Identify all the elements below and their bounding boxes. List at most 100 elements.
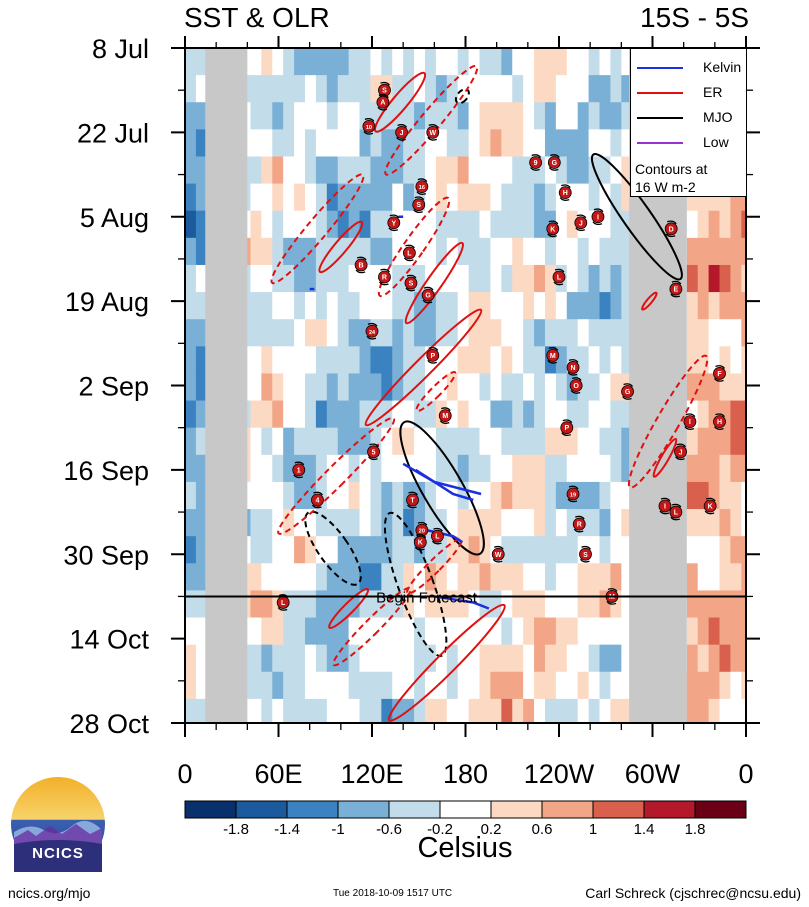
heatmap-cell: [599, 509, 611, 537]
colorbar: -1.8 -1.4 -1 -0.6 -0.2 0.2 0.6 1 1.4 1.8: [184, 800, 747, 838]
heatmap-cell: [468, 183, 481, 212]
cyclone-label: H: [563, 190, 568, 197]
cyclone-arm: [606, 588, 618, 605]
heatmap-cell: [577, 156, 590, 185]
heatmap-cell: [501, 536, 513, 564]
heatmap-cell: [414, 671, 426, 700]
heatmap-cell: [392, 400, 404, 429]
heatmap-cell: [479, 536, 491, 564]
heatmap-cell: [479, 427, 491, 456]
heatmap-cell: [555, 644, 568, 673]
heatmap-cell: [512, 509, 524, 537]
cyclone-label: 24: [369, 330, 376, 336]
heatmap-cell: [588, 427, 601, 456]
heatmap-cell: [468, 427, 481, 456]
footer-author[interactable]: Carl Schreck (cjschrec@ncsu.edu): [585, 885, 801, 901]
heatmap-cell: [534, 400, 546, 429]
tropical-cyclone-marker: 10: [362, 118, 376, 135]
heatmap-cell: [261, 183, 273, 212]
heatmap-cell: [283, 400, 295, 429]
heatmap-cell: [523, 644, 535, 673]
heatmap-cell: [348, 129, 361, 157]
heatmap-cell: [272, 237, 284, 266]
heatmap-cell: [534, 590, 546, 619]
cyclone-arm: [427, 124, 439, 141]
heatmap-cell: [566, 237, 579, 266]
heatmap-cell: [414, 400, 426, 429]
heatmap-cell: [315, 292, 328, 320]
heatmap-cell: [730, 590, 742, 619]
cyclone-arm: [396, 124, 408, 141]
heatmap-cell: [512, 346, 524, 374]
tropical-cyclone-marker: Y: [387, 214, 401, 232]
heatmap-cell: [403, 292, 415, 320]
heatmap-cell: [599, 671, 611, 700]
cyclone-dot: [572, 517, 586, 531]
heatmap-cell: [261, 509, 273, 537]
heatmap-cell: [195, 48, 208, 76]
cyclone-label: N: [570, 365, 575, 372]
heatmap-cell: [697, 400, 710, 429]
heatmap-cell: [479, 346, 491, 374]
heatmap-cell: [315, 671, 328, 700]
heatmap-cell: [457, 644, 470, 673]
heatmap-cell: [599, 319, 611, 347]
heatmap-cell: [523, 400, 535, 429]
cyclone-arm: [293, 461, 305, 479]
heatmap-cell: [424, 590, 437, 619]
heatmap-cell: [272, 698, 284, 723]
tropical-cyclone-marker: H: [713, 413, 726, 430]
heatmap-cell: [468, 210, 481, 239]
legend-item-low: Low: [635, 132, 745, 154]
heatmap-cell: [326, 536, 339, 564]
heatmap-cell: [566, 590, 579, 619]
heatmap-cell: [468, 644, 481, 673]
heatmap-cell: [381, 698, 393, 723]
heatmap-cell: [272, 671, 284, 700]
cyclone-arm: [368, 443, 380, 461]
footer-website[interactable]: ncics.org/mjo: [8, 885, 91, 901]
cyclone-arm: [684, 413, 696, 430]
heatmap-cell: [294, 617, 306, 646]
tropical-cyclone-marker: S: [579, 545, 592, 563]
heatmap-cell: [414, 210, 426, 239]
heatmap-cell: [599, 454, 611, 483]
heatmap-cell: [566, 617, 579, 646]
heatmap-cell: [348, 481, 361, 510]
tropical-cyclone-marker: O: [569, 377, 583, 394]
heatmap-cell: [272, 48, 284, 76]
heatmap-cell: [435, 563, 448, 591]
heatmap-cell: [446, 481, 459, 510]
heatmap-cell: [435, 644, 448, 673]
heatmap-cell: [708, 264, 721, 293]
cyclone-label: J: [400, 130, 404, 137]
heatmap-cell: [610, 481, 622, 510]
cyclone-label: 5: [372, 449, 376, 456]
heatmap-cell: [435, 129, 448, 157]
cyclone-dot: [406, 493, 419, 507]
cyclone-dot: [560, 421, 574, 435]
heatmap-cell: [195, 210, 208, 239]
heatmap-cell: [359, 264, 371, 293]
y-tick-label: 28 Oct: [69, 709, 149, 739]
heatmap-cell: [414, 48, 426, 76]
heatmap-cell: [577, 319, 590, 347]
heatmap-cell: [708, 454, 721, 483]
heatmap-cell: [588, 698, 601, 723]
heatmap-cell: [544, 292, 557, 320]
heatmap-cell: [370, 129, 382, 157]
heatmap-cell: [370, 183, 382, 212]
er-contour: [364, 308, 483, 427]
heatmap-cell: [588, 454, 601, 483]
heatmap-cell: [315, 264, 328, 293]
heatmap-cell: [337, 156, 350, 185]
heatmap-cell: [490, 183, 502, 212]
heatmap-cell: [544, 563, 557, 591]
heatmap-cell: [599, 292, 611, 320]
er-contour: [332, 586, 412, 667]
y-tick-label: 8 Jul: [92, 34, 149, 64]
cyclone-label: F: [717, 371, 722, 378]
heatmap-cell: [610, 183, 622, 212]
heatmap-cell: [304, 563, 317, 591]
heatmap-cell: [468, 156, 481, 185]
